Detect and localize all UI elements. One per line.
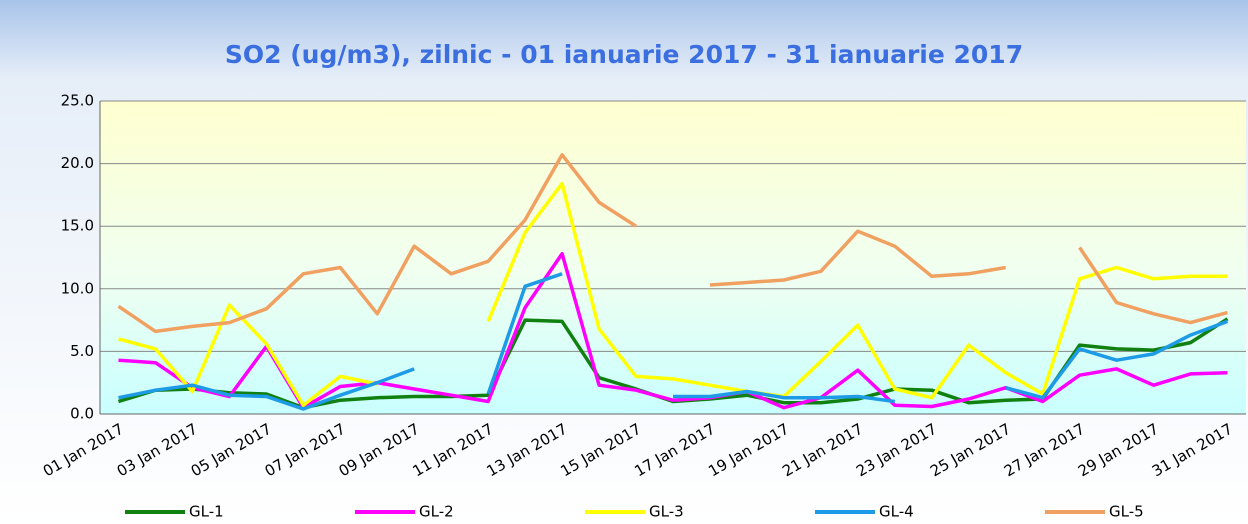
series-line xyxy=(673,389,896,404)
series-line xyxy=(486,272,563,395)
legend-label: GL-5 xyxy=(1109,503,1144,521)
series-line xyxy=(118,367,415,411)
y-tick-label: 20.0 xyxy=(61,154,94,172)
series-line xyxy=(118,303,378,407)
legend-label: GL-2 xyxy=(419,503,454,521)
y-tick-label: 25.0 xyxy=(61,92,94,110)
series-line xyxy=(709,229,1006,287)
y-tick-label: 0.0 xyxy=(70,405,94,423)
legend-label: GL-4 xyxy=(879,503,914,521)
y-tick-label: 10.0 xyxy=(61,279,94,297)
y-tick-label: 5.0 xyxy=(70,342,94,360)
plot-area xyxy=(100,101,1246,414)
series-line xyxy=(1005,319,1229,400)
y-tick-label: 15.0 xyxy=(61,217,94,235)
legend-label: GL-3 xyxy=(649,503,684,521)
series-line xyxy=(1078,246,1228,325)
chart-title: SO2 (ug/m3), zilnic - 01 ianuarie 2017 -… xyxy=(225,40,1023,69)
legend-label: GL-1 xyxy=(189,503,224,521)
series-line xyxy=(117,153,637,334)
series-line xyxy=(486,181,1228,400)
